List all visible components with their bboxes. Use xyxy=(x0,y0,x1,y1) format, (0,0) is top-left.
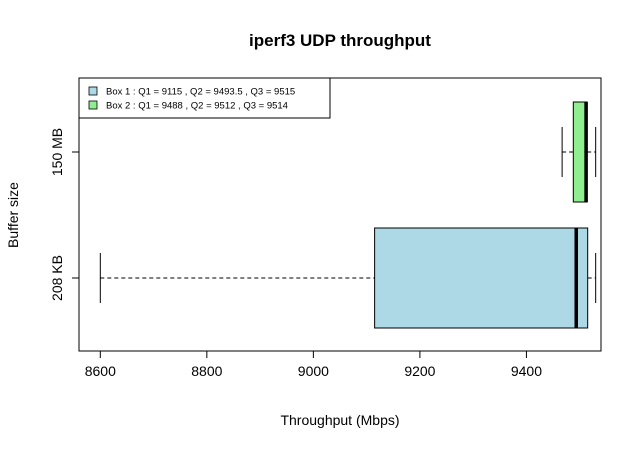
plot-area: 8600 8800 9000 9200 9400 208 KB 150 MB Box 1 : … xyxy=(49,77,602,379)
legend-label: Box 1 : Q1 = 9115 , Q2 = 9493.5 , Q3 = 9… xyxy=(106,87,295,98)
x-tick-label: 9400 xyxy=(511,363,542,379)
legend-swatch xyxy=(88,100,98,110)
chart-title: iperf3 UDP throughput xyxy=(249,31,431,50)
x-tick-label: 9200 xyxy=(404,363,435,379)
y-tick-label: 208 KB xyxy=(49,255,65,301)
x-tick-label: 9000 xyxy=(298,363,329,379)
x-axis-label: Throughput (Mbps) xyxy=(280,412,399,428)
box-iqr xyxy=(374,227,589,329)
legend-swatch xyxy=(88,86,98,96)
y-axis-label: Buffer size xyxy=(5,182,21,248)
box-2 xyxy=(561,101,597,203)
legend-label: Box 2 : Q1 = 9488 , Q2 = 9512 , Q3 = 951… xyxy=(106,101,288,112)
x-tick-label: 8800 xyxy=(191,363,222,379)
legend-box xyxy=(78,77,331,119)
y-tick-label: 150 MB xyxy=(49,128,65,176)
box-1 xyxy=(99,227,597,329)
legend: Box 1 : Q1 = 9115 , Q2 = 9493.5 , Q3 = 9… xyxy=(78,77,331,119)
x-tick-label: 8600 xyxy=(85,363,116,379)
plot-frame xyxy=(78,77,602,352)
